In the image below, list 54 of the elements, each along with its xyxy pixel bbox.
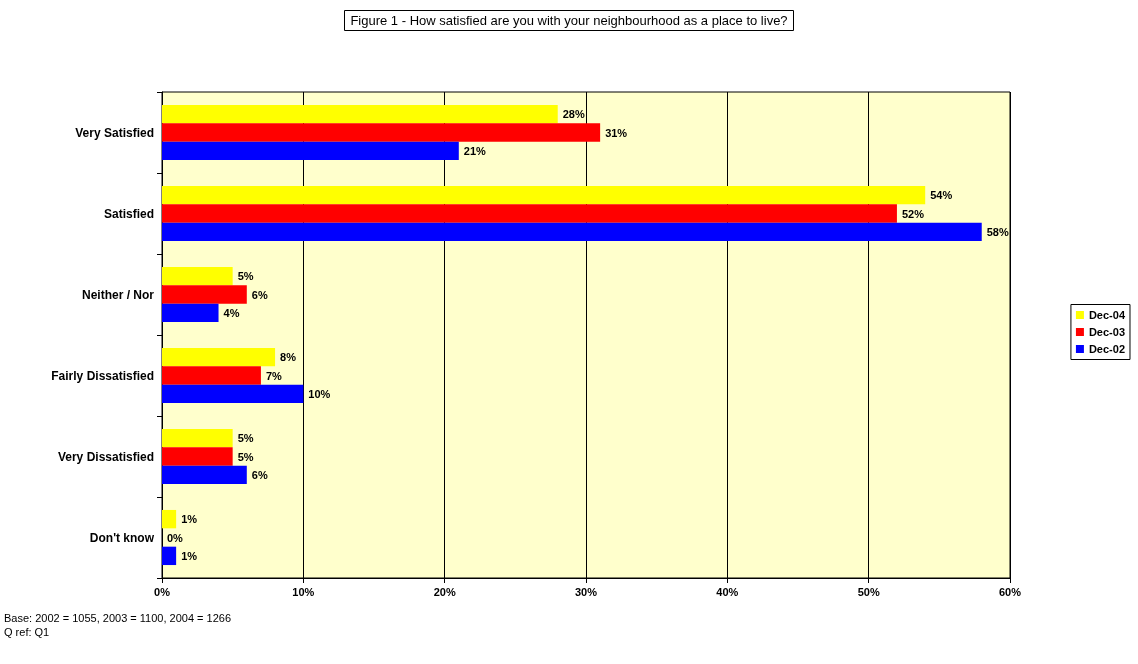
bar xyxy=(162,285,247,304)
bar xyxy=(162,141,459,161)
data-label: 6% xyxy=(251,288,268,301)
bar xyxy=(162,123,601,142)
bar xyxy=(162,204,897,223)
bar xyxy=(162,465,247,485)
bar xyxy=(162,185,926,205)
data-label: 54% xyxy=(930,189,953,202)
chart-title: Figure 1 - How satisfied are you with your neighbourhood as a place to live? xyxy=(350,13,788,28)
bar xyxy=(162,366,261,385)
bar xyxy=(162,104,558,124)
bar xyxy=(162,266,233,286)
data-label: 8% xyxy=(280,351,297,364)
x-tick-label: 40% xyxy=(716,585,739,598)
bar xyxy=(162,447,233,466)
bar xyxy=(162,303,219,323)
data-label: 58% xyxy=(986,225,1009,238)
data-label: 28% xyxy=(562,108,585,121)
y-tick-label: Very Dissatisfied xyxy=(57,449,154,464)
data-label: 21% xyxy=(463,144,487,157)
y-tick-label: Satisfied xyxy=(103,206,154,221)
data-label: 52% xyxy=(901,207,925,220)
x-tick-label: 30% xyxy=(574,585,598,598)
bar xyxy=(162,428,233,448)
legend-label: Dec-03 xyxy=(1088,326,1125,338)
x-tick-label: 60% xyxy=(998,585,1022,598)
x-tick-label: 50% xyxy=(857,585,880,598)
y-tick-label: Fairly Dissatisfied xyxy=(51,368,154,383)
bar xyxy=(162,509,177,529)
data-label: 6% xyxy=(251,468,268,481)
data-label: 7% xyxy=(265,369,283,382)
data-label: 5% xyxy=(237,270,254,283)
x-tick-label: 20% xyxy=(433,585,456,598)
data-label: 0% xyxy=(167,531,184,544)
bar xyxy=(162,347,276,367)
text: Base: 2002 = 1055, 2003 = 1100, 2004 = 1266 xyxy=(4,611,232,624)
bar xyxy=(162,546,177,566)
data-label: 4% xyxy=(223,306,240,319)
data-label: 31% xyxy=(605,126,628,139)
y-tick-label: Very Satisfied xyxy=(75,125,154,140)
x-tick-label: 10% xyxy=(292,585,315,598)
data-label: 5% xyxy=(237,450,254,463)
x-tick-label: 0% xyxy=(154,585,171,598)
y-tick-label: Neither / Nor xyxy=(81,287,155,302)
data-label: 1% xyxy=(181,513,198,526)
data-label: 1% xyxy=(181,549,198,562)
bar xyxy=(162,222,982,242)
bar xyxy=(162,384,304,404)
text: Q ref: Q1 xyxy=(4,625,50,638)
y-tick-label: Don't know xyxy=(89,530,155,545)
legend-label: Dec-04 xyxy=(1088,309,1126,321)
data-label: 5% xyxy=(237,432,254,445)
data-label: 10% xyxy=(308,387,331,400)
legend-label: Dec-02 xyxy=(1088,343,1125,355)
